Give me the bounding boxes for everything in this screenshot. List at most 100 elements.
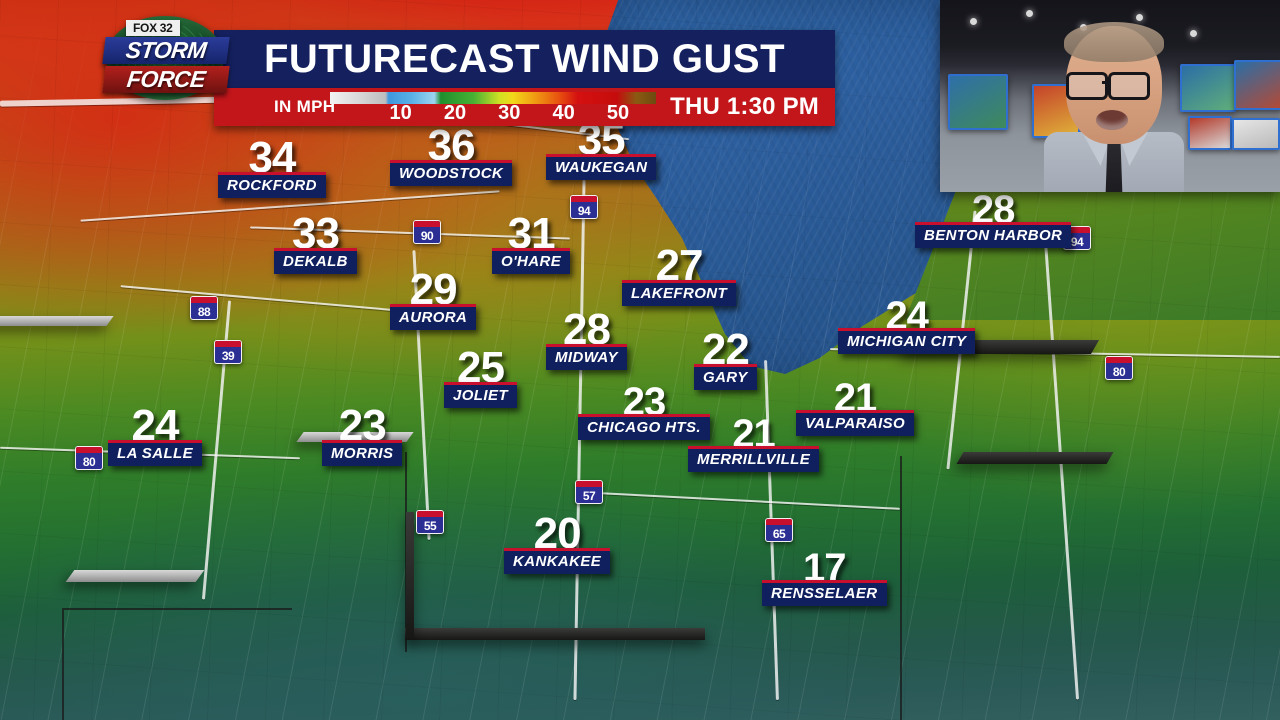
- city-name: AURORA: [399, 309, 468, 326]
- interstate-shield-icon: 80: [1105, 356, 1133, 380]
- legend-bar: IN MPH 10 20 30 40 50 THU 1:30 PM: [214, 88, 835, 126]
- city-name: MICHIGAN CITY: [847, 333, 967, 350]
- logo-line-force: FORCE: [102, 66, 230, 93]
- city-name: DEKALB: [283, 253, 348, 270]
- city-label-plate: LAKEFRONT: [622, 280, 737, 306]
- city-label-plate: KANKAKEE: [504, 548, 611, 574]
- city-label-plate: AURORA: [390, 304, 477, 330]
- interstate-shield-icon: 90: [413, 220, 441, 244]
- city-label-plate: CHICAGO HTS.: [578, 414, 710, 440]
- scale-tick-labels: 10 20 30 40 50: [330, 102, 656, 126]
- city-name: O'HARE: [501, 253, 562, 270]
- interstate-shield-icon: 80: [75, 446, 103, 470]
- shield-route-number: 90: [420, 229, 434, 243]
- state-border: [900, 456, 902, 720]
- shield-route-number: 94: [577, 204, 591, 218]
- fox32-label: FOX 32: [126, 20, 180, 36]
- city-name: GARY: [703, 369, 748, 386]
- shield-cap: [1106, 357, 1132, 363]
- city-gust-marker: 31 O'HARE: [492, 212, 571, 274]
- terrain-shelf: [406, 512, 414, 638]
- shield-cap: [417, 511, 443, 517]
- shield-cap: [571, 196, 597, 202]
- city-name: WAUKEGAN: [555, 159, 648, 176]
- shield-cap: [576, 481, 602, 487]
- city-label-plate: MORRIS: [322, 440, 403, 466]
- scale-tick: 20: [443, 102, 467, 124]
- terrain-shelf: [0, 316, 114, 326]
- city-gust-marker: 24 LA SALLE: [108, 404, 202, 466]
- city-name: MORRIS: [331, 445, 394, 462]
- graphic-title-bar: FUTURECAST WIND GUST: [214, 30, 835, 88]
- city-gust-marker: 21 VALPARAISO: [796, 378, 915, 436]
- city-label-plate: RENSSELAER: [762, 580, 887, 606]
- units-label: IN MPH: [274, 97, 336, 116]
- anchor-hair: [1064, 22, 1164, 62]
- scale-tick: 40: [552, 102, 575, 124]
- meteorologist: [1044, 22, 1184, 192]
- city-name: KANKAKEE: [513, 553, 602, 570]
- interstate-shield-icon: 57: [575, 480, 603, 504]
- interstate-shield-icon: 55: [416, 510, 444, 534]
- eyeglasses-lens: [1066, 72, 1108, 100]
- shield-route-number: 65: [772, 527, 786, 541]
- terrain-shelf: [65, 570, 205, 582]
- city-gust-marker: 20 KANKAKEE: [504, 512, 611, 574]
- city-gust-marker: 17 RENSSELAER: [762, 548, 887, 606]
- ceiling-light-icon: [970, 18, 977, 25]
- city-label-plate: GARY: [694, 364, 757, 390]
- city-gust-marker: 21 MERRILLVILLE: [688, 414, 820, 472]
- valid-time-bar: THU 1:30 PM: [654, 88, 835, 126]
- city-label-plate: O'HARE: [492, 248, 571, 274]
- city-label-plate: BENTON HARBOR: [915, 222, 1072, 248]
- city-gust-marker: 29 AURORA: [390, 268, 477, 330]
- city-gust-marker: 24 MICHIGAN CITY: [838, 296, 976, 354]
- page-title: FUTURECAST WIND GUST: [263, 37, 786, 81]
- ceiling-light-icon: [1026, 10, 1033, 17]
- city-name: LAKEFRONT: [631, 285, 728, 302]
- city-gust-marker: 28 BENTON HARBOR: [915, 190, 1072, 248]
- interstate-shield-icon: 65: [765, 518, 793, 542]
- shield-cap: [215, 341, 241, 347]
- color-ramp: [330, 92, 656, 104]
- terrain-shelf: [956, 452, 1114, 464]
- studio-monitor: [948, 74, 1008, 130]
- shield-route-number: 80: [1112, 365, 1126, 379]
- city-label-plate: WAUKEGAN: [546, 154, 657, 180]
- necktie: [1104, 138, 1124, 192]
- city-name: RENSSELAER: [771, 585, 878, 602]
- ceiling-light-icon: [1190, 30, 1197, 37]
- city-label-plate: MIDWAY: [546, 344, 627, 370]
- city-label-plate: LA SALLE: [108, 440, 202, 466]
- studio-monitor: [1188, 116, 1232, 150]
- city-gust-marker: 23 CHICAGO HTS.: [578, 382, 710, 440]
- city-name: ROCKFORD: [227, 177, 317, 194]
- anchor-video-inset[interactable]: [940, 0, 1280, 192]
- city-name: MERRILLVILLE: [697, 451, 811, 468]
- city-name: LA SALLE: [117, 445, 193, 462]
- city-name: CHICAGO HTS.: [587, 419, 701, 436]
- valid-time-label: THU 1:30 PM: [670, 93, 819, 120]
- city-gust-marker: 35 WAUKEGAN: [546, 118, 657, 180]
- anchor-mouth: [1096, 110, 1128, 130]
- city-name: JOLIET: [453, 387, 508, 404]
- shield-route-number: 94: [1070, 235, 1084, 249]
- ceiling-light-icon: [1136, 14, 1143, 21]
- city-label-plate: JOLIET: [444, 382, 517, 408]
- city-label-plate: MICHIGAN CITY: [838, 328, 976, 354]
- city-gust-marker: 27 LAKEFRONT: [622, 244, 737, 306]
- shield-route-number: 57: [582, 489, 596, 503]
- city-label-plate: DEKALB: [274, 248, 357, 274]
- shield-cap: [1064, 227, 1090, 233]
- city-name: VALPARAISO: [805, 415, 906, 432]
- shield-cap: [76, 447, 102, 453]
- city-label-plate: WOODSTOCK: [390, 160, 513, 186]
- city-name: BENTON HARBOR: [924, 227, 1063, 244]
- state-border: [62, 608, 292, 610]
- city-gust-marker: 28 MIDWAY: [546, 308, 627, 370]
- state-border: [62, 610, 64, 720]
- shield-cap: [414, 221, 440, 227]
- scale-tick: 50: [606, 102, 630, 124]
- shield-route-number: 55: [423, 519, 437, 533]
